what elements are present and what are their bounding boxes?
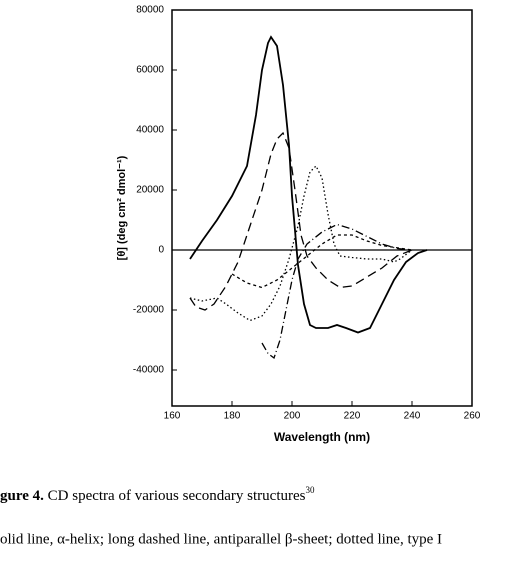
x-tick-label: 160 (164, 411, 181, 422)
x-tick-label: 240 (404, 411, 421, 422)
x-tick-label: 200 (284, 411, 301, 422)
x-tick-label: 260 (464, 411, 481, 422)
y-tick-label: -20000 (133, 305, 165, 316)
y-tick-label: 0 (158, 245, 164, 256)
y-axis-label: [θ] (deg cm² dmol⁻¹) (116, 155, 128, 260)
caption-label: gure 4. (0, 488, 44, 504)
caption-ref: 30 (305, 485, 315, 495)
x-tick-label: 220 (344, 411, 361, 422)
y-tick-label: 80000 (136, 5, 164, 16)
caption: gure 4. CD spectra of various secondary … (0, 485, 315, 504)
series-line (189, 131, 413, 311)
plot-frame (171, 9, 473, 407)
series-line (189, 164, 413, 322)
series-line (261, 223, 413, 360)
y-tick-label: 40000 (136, 125, 164, 136)
y-tick-label: 20000 (136, 185, 164, 196)
x-tick-label: 180 (224, 411, 241, 422)
series-line (189, 35, 428, 334)
note: olid line, α-helix; long dashed line, an… (0, 531, 442, 547)
caption-text: CD spectra of various secondary structur… (44, 488, 306, 504)
y-tick-label: 60000 (136, 65, 164, 76)
series-line (231, 234, 413, 289)
x-axis-label: Wavelength (nm) (274, 430, 370, 444)
y-tick-label: -40000 (133, 365, 165, 376)
